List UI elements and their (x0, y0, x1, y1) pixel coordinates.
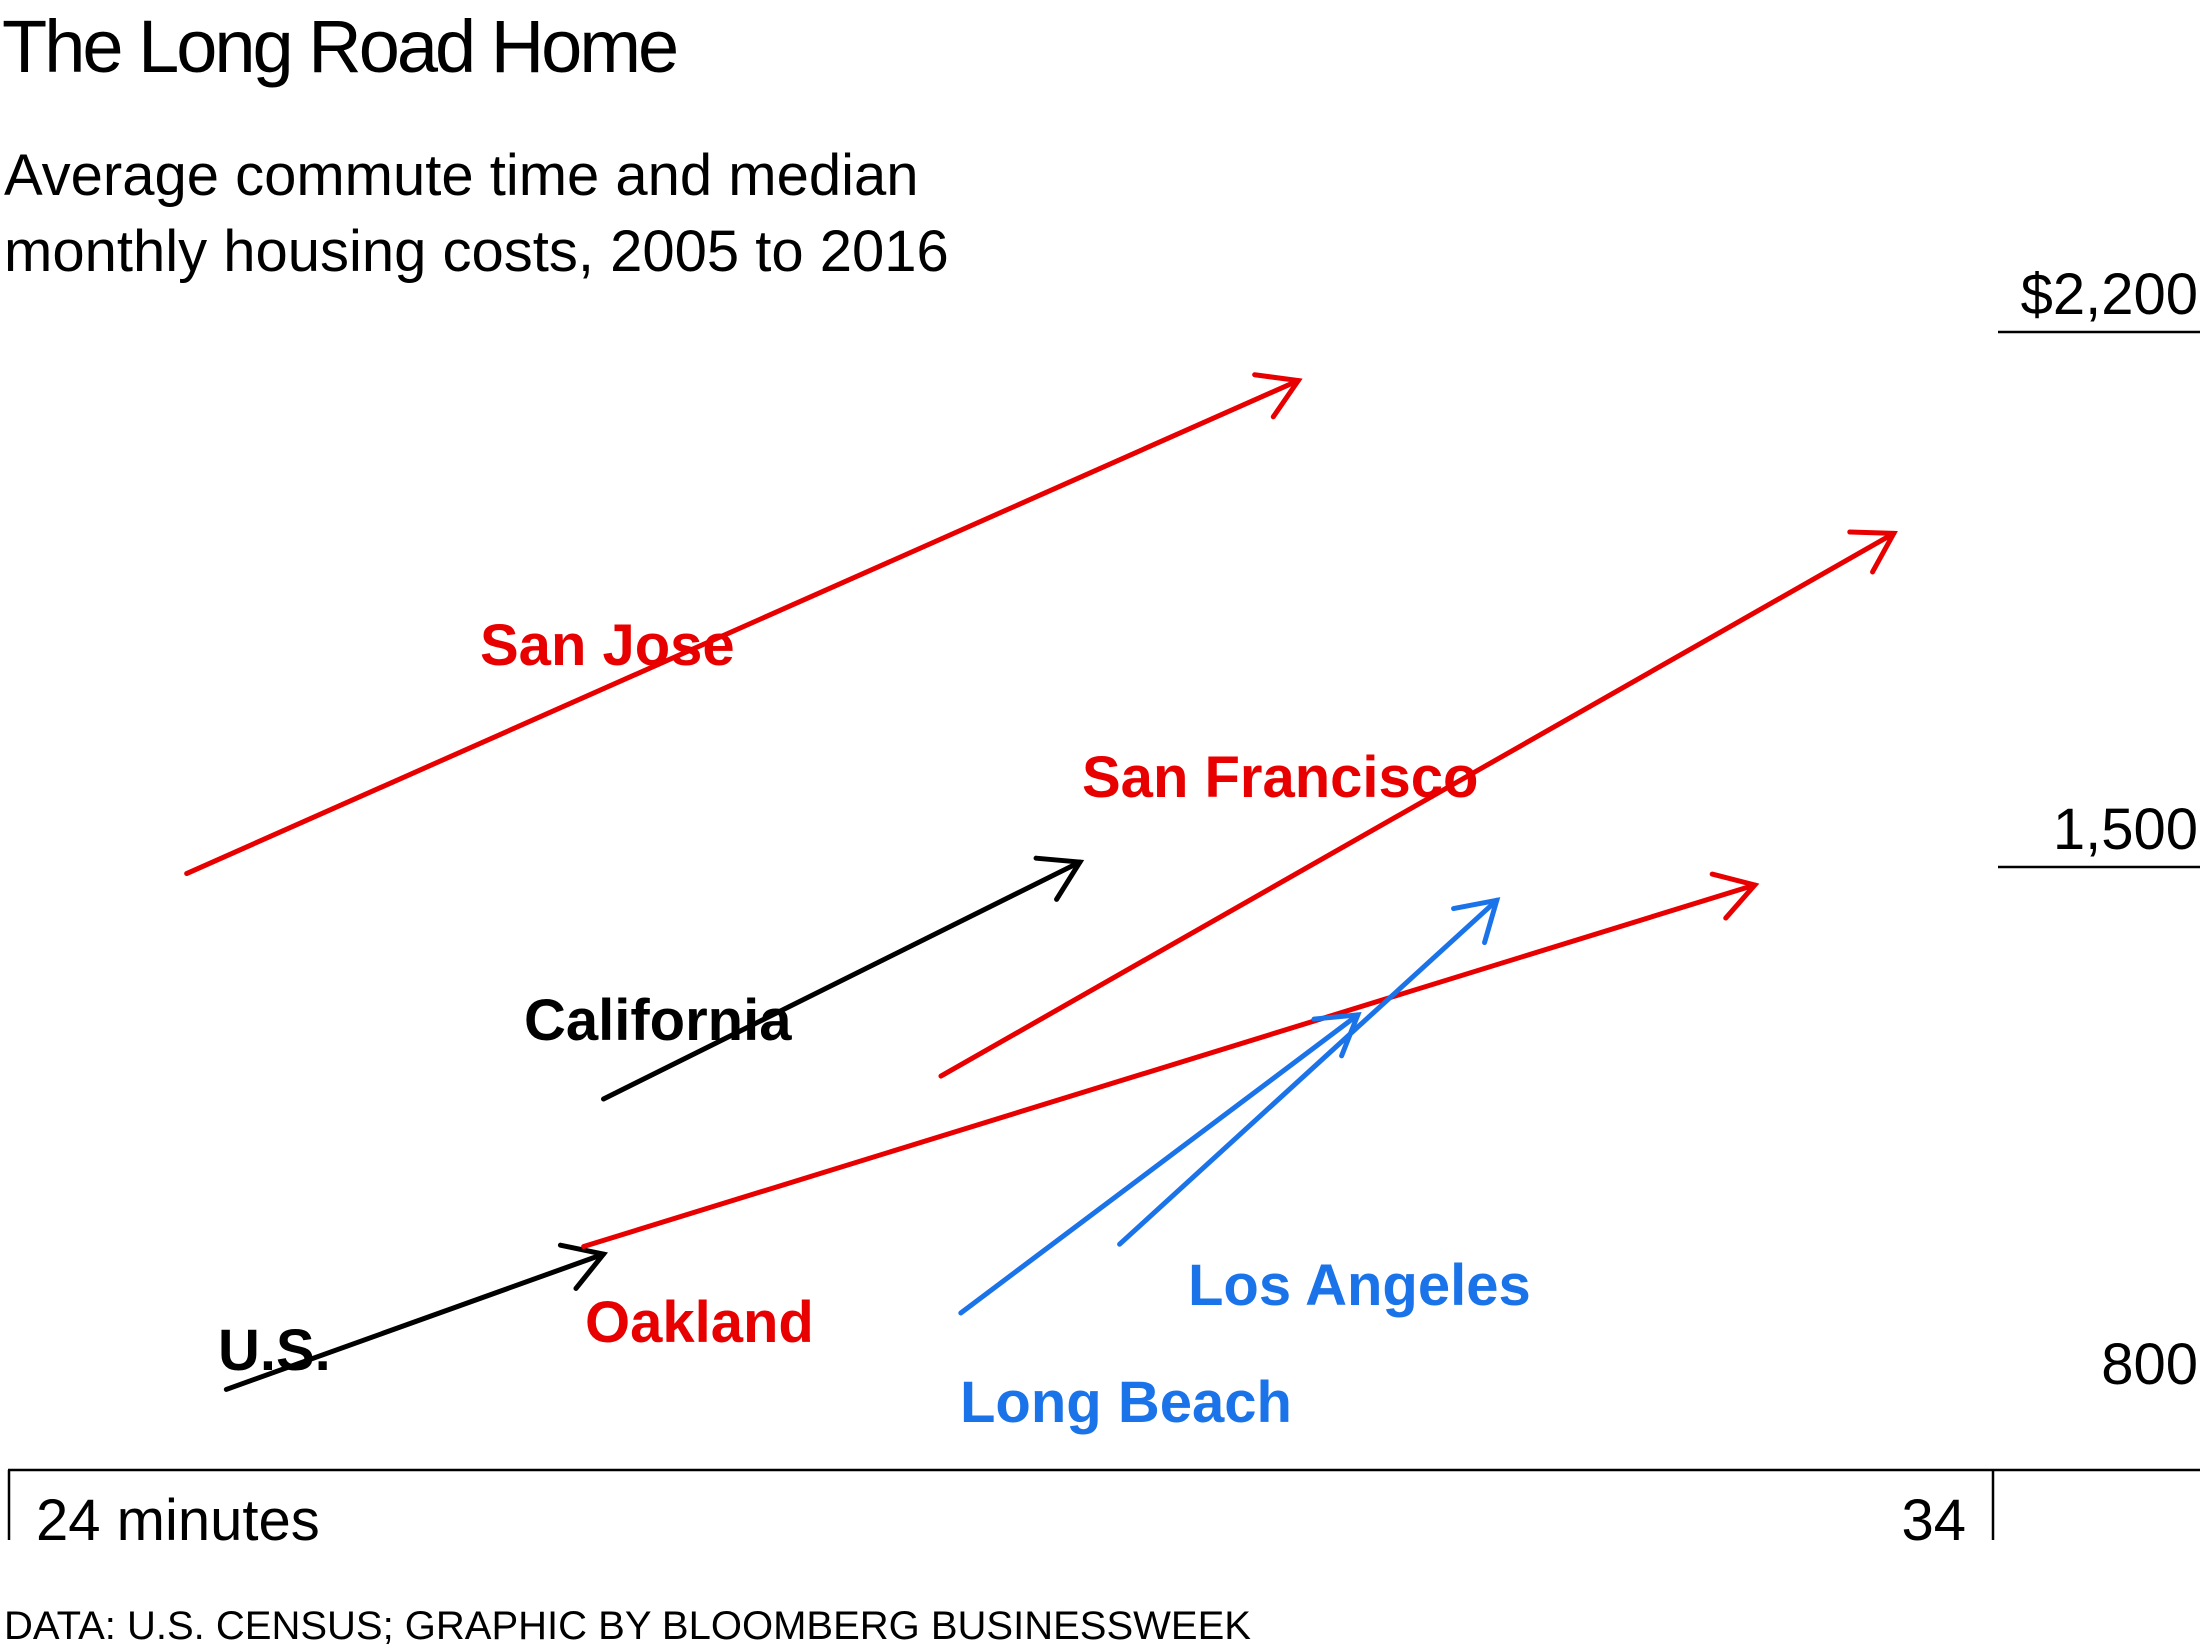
label-san-jose: San Jose (480, 613, 735, 678)
arrow-oakland (581, 882, 1758, 1250)
x-tick-24: 24 minutes (36, 1488, 320, 1553)
arrowhead-oakland (1709, 871, 1760, 921)
label-california: California (524, 988, 792, 1053)
y-tick-1500: 1,500 (2053, 797, 2198, 862)
arrow-los-angeles (1117, 897, 1500, 1247)
y-tick-2200: $2,200 (2021, 262, 2198, 327)
label-long-beach: Long Beach (960, 1370, 1292, 1435)
arrowhead-los-angeles (1451, 897, 1501, 946)
arrow-san-francisco (938, 530, 1897, 1079)
arrowhead-san-jose (1252, 372, 1303, 420)
label-u-s: U.S. (218, 1318, 331, 1383)
chart-title: The Long Road Home (2, 5, 679, 88)
arrowhead-california (1033, 855, 1085, 902)
arrowhead-long-beach (1311, 1012, 1362, 1059)
arrowhead-u-s (557, 1242, 609, 1291)
arrow-california (601, 859, 1083, 1102)
arrow-u-s (223, 1251, 606, 1392)
source-note: DATA: U.S. CENSUS; GRAPHIC BY BLOOMBERG … (4, 1604, 1251, 1648)
arrowhead-san-francisco (1847, 529, 1898, 575)
label-oakland: Oakland (585, 1290, 814, 1355)
chart-area: 800 1,500 $2,200 24 minutes 34 San Jose San Fr… (7, 262, 2200, 1553)
arrow-san-jose (184, 378, 1301, 877)
x-tick-34: 34 (1901, 1488, 1966, 1553)
arrow-long-beach (958, 1012, 1361, 1316)
label-san-francisco: San Francisco (1082, 745, 1478, 810)
label-los-angeles: Los Angeles (1188, 1253, 1531, 1318)
chart-subtitle: Average commute time and median monthly … (4, 143, 949, 284)
y-tick-800: 800 (2101, 1332, 2198, 1397)
